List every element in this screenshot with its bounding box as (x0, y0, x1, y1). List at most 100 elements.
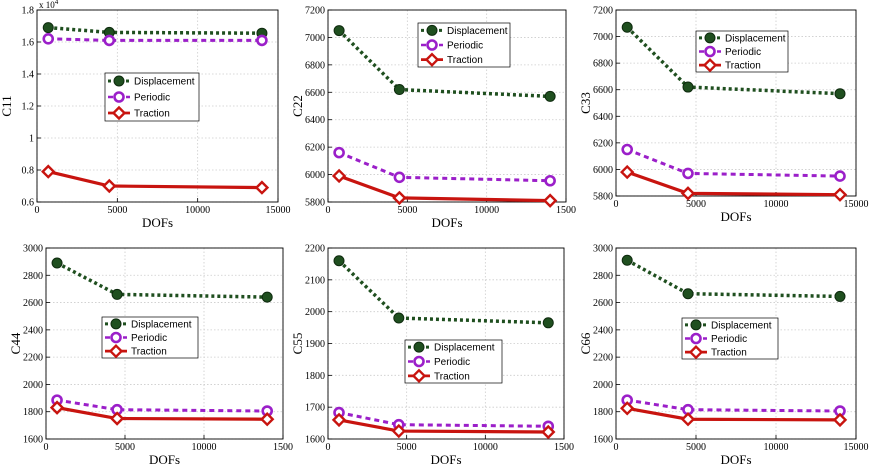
x-tick-label: 10000 (185, 205, 210, 216)
data-point-traction (832, 412, 848, 428)
x-tick-label: 0 (614, 442, 619, 453)
y-tick-label: 6400 (305, 115, 325, 126)
x-tick-label: 0 (326, 442, 331, 453)
axes-frame (327, 247, 565, 440)
chart-panel-c55: 0 5000 10000 1500 1600 1700 1800 1900 2000 2100 22… (290, 244, 574, 468)
legend: Displacement Periodic Traction (404, 339, 503, 384)
y-tick-label: 6800 (305, 60, 325, 71)
legend-label-traction: Traction (131, 347, 167, 358)
y-tick-label: 3000 (593, 244, 613, 255)
legend-label-displacement: Displacement (134, 77, 195, 88)
y-tick-label: 2200 (305, 244, 325, 255)
axes-frame (615, 247, 857, 440)
legend-marker-traction (688, 344, 704, 360)
series-line-periodic (56, 398, 268, 413)
x-tick-label: 10000 (764, 199, 789, 210)
data-point-traction (109, 411, 125, 426)
data-point-periodic (393, 171, 406, 184)
y-tick-label: 2600 (23, 298, 43, 309)
y-tick-label: 1.2 (22, 102, 35, 113)
data-point-traction (391, 423, 406, 439)
y-tick-label: 2400 (593, 325, 613, 336)
y-tick-label: 6200 (305, 143, 325, 154)
data-point-traction (254, 180, 270, 195)
y-tick-label: 7000 (593, 32, 613, 43)
y-tick-label: 6600 (305, 88, 325, 99)
data-point-traction (331, 412, 347, 428)
x-axis-label: DOFs (431, 215, 462, 230)
legend-label-traction: Traction (434, 371, 470, 382)
data-point-periodic (103, 34, 116, 47)
legend-label-displacement: Displacement (434, 343, 495, 354)
legend: Displacement Periodic Traction (417, 22, 511, 68)
legend-label-periodic: Periodic (434, 357, 470, 368)
data-point-displacement (834, 290, 846, 302)
y-tick-label: 2200 (23, 353, 43, 364)
data-point-periodic (544, 174, 556, 187)
data-point-displacement (682, 81, 694, 93)
y-tick-label: 1.8 (22, 6, 35, 17)
x-axis-label: DOFs (720, 452, 751, 467)
x-tick-label: 10000 (474, 205, 499, 216)
legend-marker-periodic (690, 332, 702, 345)
legend-label-periodic: Periodic (725, 47, 761, 58)
y-tick-label: 2200 (593, 353, 613, 364)
x-tick-label: 1500 (273, 442, 293, 453)
data-point-periodic (621, 143, 634, 156)
x-tick-label: 10000 (473, 442, 498, 453)
y-tick-label: 6000 (305, 170, 325, 181)
x-tick-label: 1500 (554, 442, 574, 453)
data-point-periodic (42, 32, 55, 45)
y-tick-label: 6000 (593, 165, 613, 176)
y-tick-label: 1.6 (22, 38, 35, 49)
y-tick-label: 7200 (305, 6, 325, 17)
data-point-displacement (544, 90, 556, 102)
data-point-displacement (393, 84, 405, 96)
legend-marker-displacement (690, 319, 702, 331)
legend-label-traction: Traction (725, 61, 761, 72)
y-tick-label: 1600 (23, 435, 43, 446)
legend: Displacement Periodic Traction (695, 30, 789, 73)
chart-panel-c22: 0 5000 10000 1500 5800 6000 6200 6400 6600 6800 70… (290, 6, 576, 231)
data-point-traction (102, 178, 117, 194)
y-tick-label: 2100 (305, 275, 325, 286)
data-point-periodic (682, 167, 694, 180)
data-point-displacement (333, 25, 345, 37)
chart-panel-c66: 0 5000 10000 15000 1600 1800 2000 2200 2400 2600 2… (578, 244, 869, 468)
data-point-displacement (834, 88, 846, 100)
y-tick-label: 0.8 (22, 166, 35, 177)
legend-marker-periodic (704, 45, 716, 58)
x-tick-label: 5000 (686, 442, 706, 453)
y-tick-label: 1800 (593, 407, 613, 418)
legend-marker-periodic (413, 355, 425, 368)
data-point-traction (392, 190, 407, 206)
y-tick-label: 6200 (593, 138, 613, 149)
legend-label-displacement: Displacement (447, 26, 508, 37)
x-axis-label: DOFs (430, 452, 461, 467)
axes-frame (327, 9, 567, 203)
y-axis-label: C22 (290, 95, 305, 117)
x-tick-label: 10000 (764, 442, 789, 453)
data-point-traction (49, 400, 65, 415)
axes-frame (615, 9, 857, 197)
y-tick-label: 0.6 (22, 198, 35, 209)
data-point-displacement (621, 254, 633, 266)
x-tick-label: 10000 (192, 442, 217, 453)
y-axis-label: C33 (578, 92, 593, 114)
x-tick-label: 15000 (266, 205, 291, 216)
y-tick-label: 2000 (593, 380, 613, 391)
x-tick-label: 1500 (556, 205, 576, 216)
legend-label-displacement: Displacement (711, 320, 772, 331)
legend-label-periodic: Periodic (447, 41, 483, 52)
x-tick-label: 0 (614, 199, 619, 210)
legend-marker-displacement (704, 32, 716, 44)
data-point-traction (620, 401, 635, 416)
y-tick-label: 1800 (23, 407, 43, 418)
y-tick-label: 2000 (305, 307, 325, 318)
y-tick-label: 1 (29, 134, 34, 145)
y-tick-label: 1600 (305, 435, 325, 446)
data-point-displacement (682, 288, 694, 300)
y-axis-label: C66 (578, 332, 593, 354)
data-point-periodic (333, 146, 345, 159)
